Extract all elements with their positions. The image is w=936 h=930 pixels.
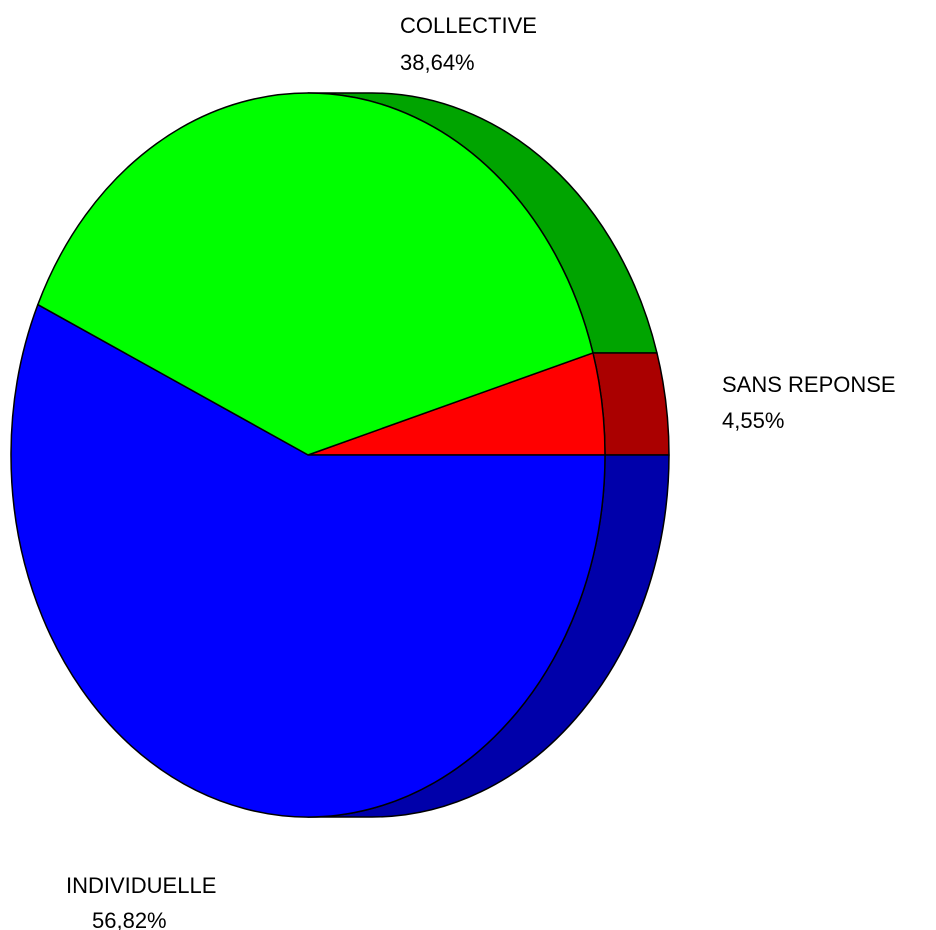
slice-individuelle (10, 303, 606, 818)
slice-label-sans-reponse: SANS REPONSE (722, 372, 896, 397)
slice-label-individuelle: INDIVIDUELLE (66, 873, 216, 898)
pie-top-layer (10, 92, 606, 818)
pie-side-layer (307, 92, 670, 818)
slice-collective (37, 92, 594, 456)
slice-value-sans-reponse: 4,55% (722, 408, 784, 433)
slice-value-collective: 38,64% (400, 50, 475, 75)
slice-label-collective: COLLECTIVE (400, 13, 537, 38)
slice-value-individuelle: 56,82% (92, 908, 167, 930)
pie-label-layer: COLLECTIVE 38,64% SANS REPONSE 4,55% IND… (66, 13, 896, 930)
